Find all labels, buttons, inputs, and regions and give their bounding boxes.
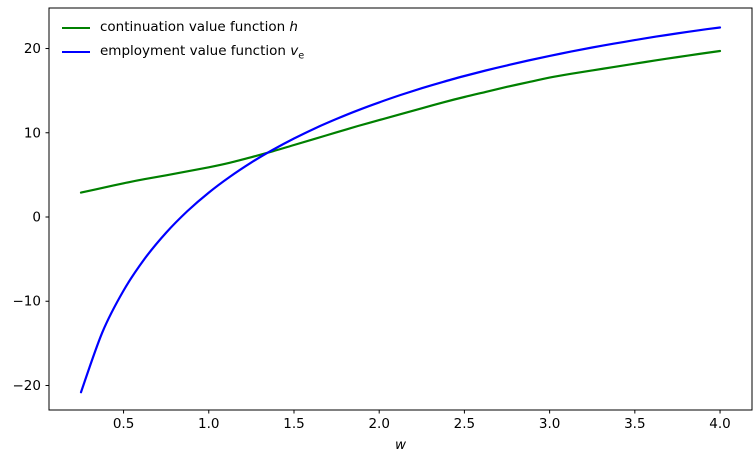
x-tick-label: 2.5 [454, 416, 475, 432]
y-tick-label: −20 [13, 378, 42, 394]
legend-swatch-employment-line [62, 51, 90, 53]
employment-value-curve [79, 26, 722, 394]
legend-item: continuation value function h [62, 16, 304, 40]
legend-math-subscript: e [298, 50, 305, 62]
x-tick-label: 0.5 [113, 416, 134, 432]
x-tick-label: 1.0 [198, 416, 219, 432]
x-tick-label: 4.0 [709, 416, 730, 432]
x-tick-label: 2.0 [368, 416, 389, 432]
legend: continuation value function h employment… [62, 16, 304, 64]
y-tick-label: 10 [24, 125, 41, 141]
x-tick-label: 1.5 [283, 416, 304, 432]
x-axis-label: w [395, 437, 407, 453]
continuation-value-curve [79, 49, 722, 194]
legend-text: continuation value function [100, 18, 290, 35]
y-tick-label: 20 [24, 41, 41, 57]
legend-math-symbol: v [290, 42, 299, 59]
legend-item: employment value function ve [62, 40, 304, 64]
axes-spines [48, 7, 753, 411]
x-tick-label: 3.5 [624, 416, 645, 432]
legend-text: employment value function [100, 42, 291, 59]
legend-math-symbol: h [289, 18, 298, 35]
y-tick-label: 0 [32, 210, 41, 226]
y-tick-label: −10 [13, 294, 42, 310]
legend-label-continuation: continuation value function h [100, 19, 298, 38]
legend-label-employment: employment value function ve [100, 43, 304, 62]
legend-swatch-continuation-line [62, 27, 90, 29]
x-tick-label: 3.0 [539, 416, 560, 432]
